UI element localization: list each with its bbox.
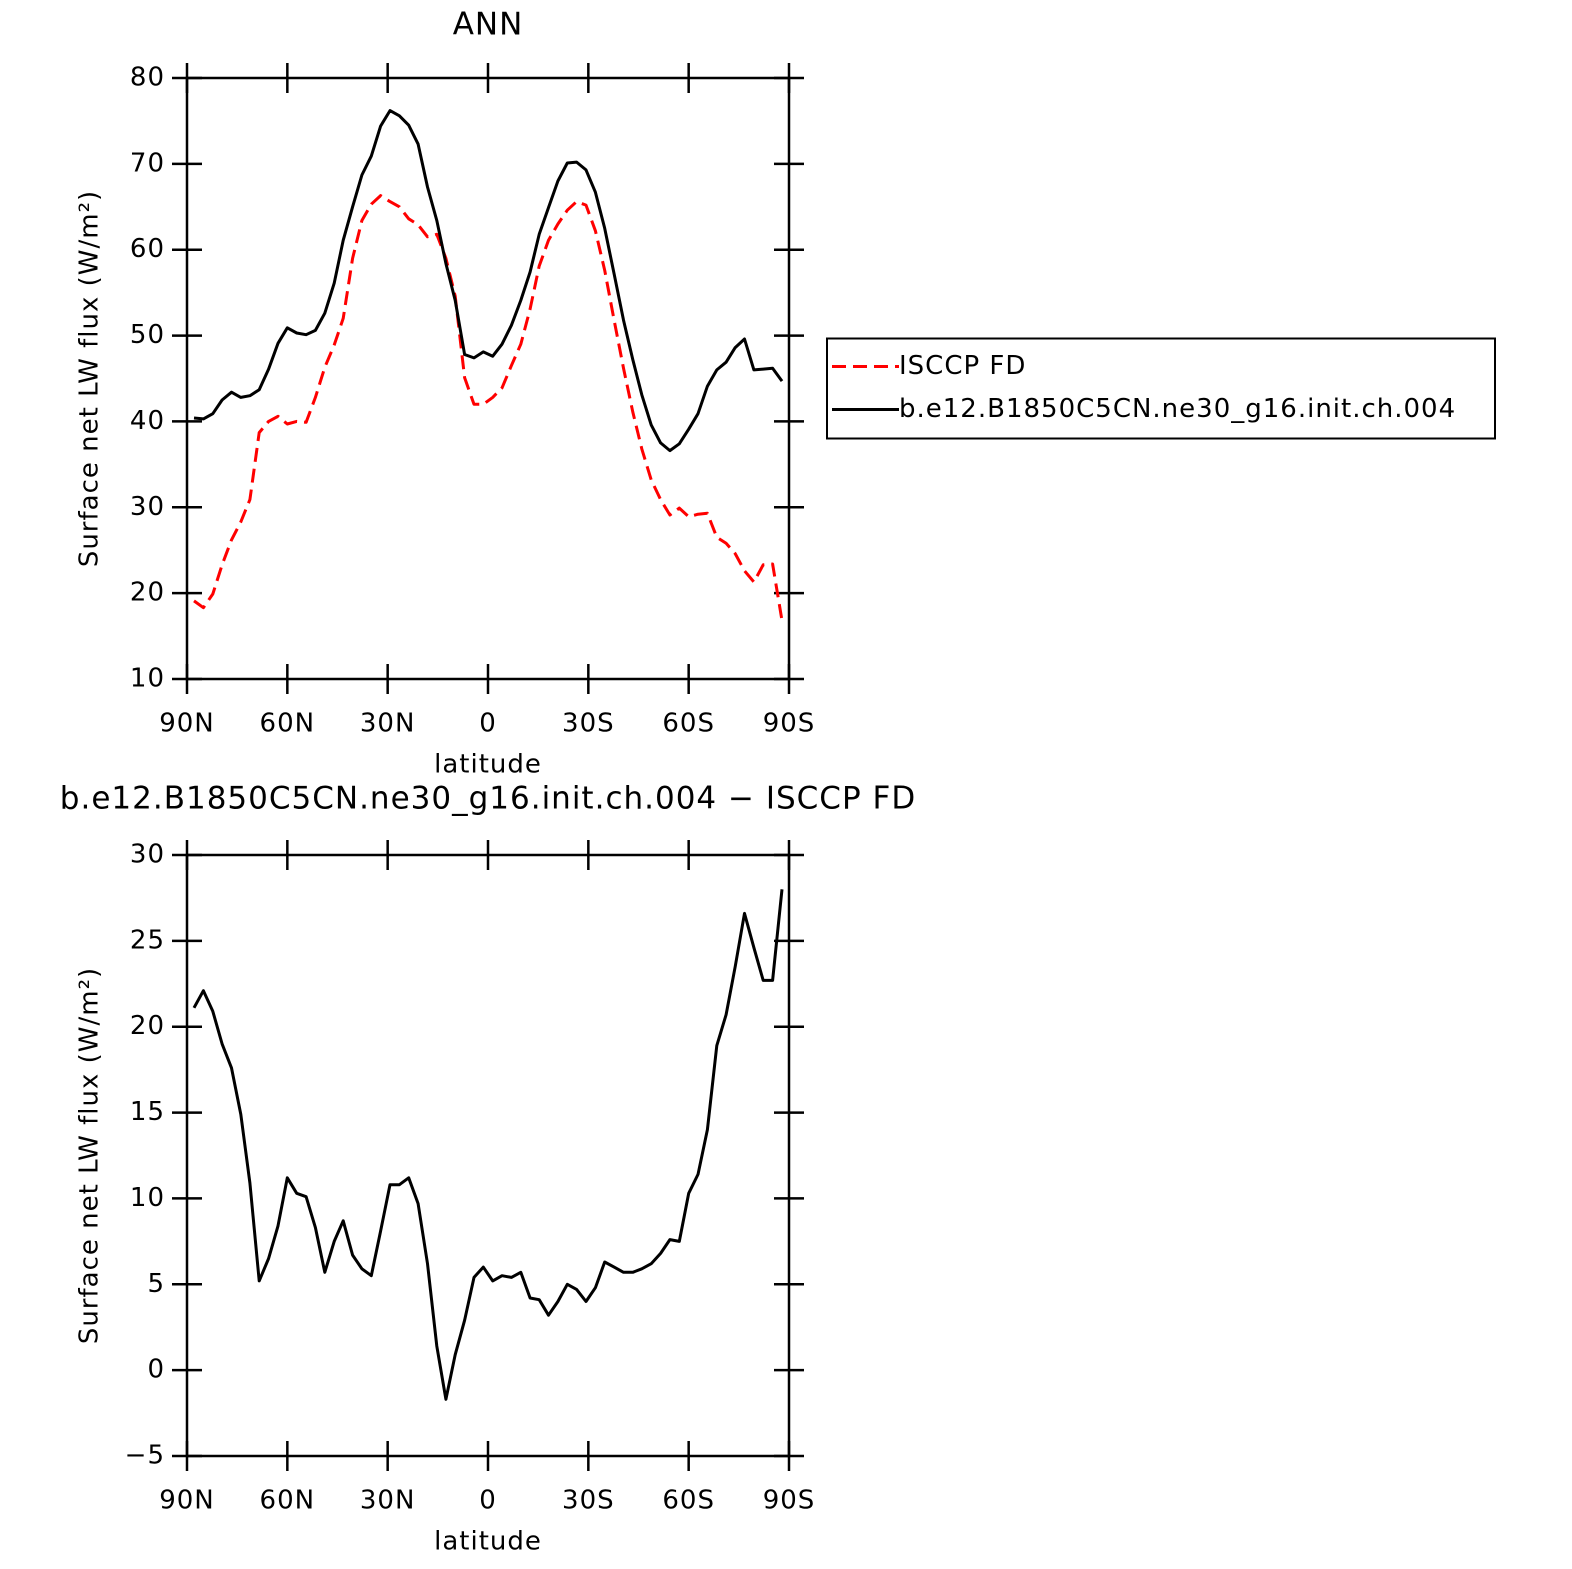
x-tick-label: 30S — [562, 709, 615, 739]
y-tick-label: 0 — [147, 1355, 165, 1385]
x-tick-label: 60N — [260, 709, 316, 739]
x-tick-label: 60S — [662, 1486, 715, 1516]
x-tick-label: 90S — [763, 709, 816, 739]
chart-title: b.e12.B1850C5CN.ne30_g16.init.ch.004 − I… — [60, 781, 916, 817]
data-line — [192, 889, 784, 1401]
y-tick-label: 20 — [130, 1011, 165, 1041]
y-tick-label: 70 — [130, 148, 165, 178]
x-tick-label: 0 — [479, 709, 497, 739]
y-tick-label: 60 — [130, 234, 165, 264]
plot-frame — [185, 853, 791, 1458]
y-tick-label: 25 — [130, 925, 165, 955]
data-line — [193, 194, 784, 621]
x-tick-label: 60N — [260, 1486, 316, 1516]
y-tick-label: 10 — [130, 664, 165, 694]
x-tick-label: 90S — [763, 1486, 816, 1516]
x-tick-label: 30N — [360, 1486, 416, 1516]
y-axis-label: Surface net LW flux (W/m²) — [75, 967, 105, 1344]
x-tick-label: 60S — [662, 709, 715, 739]
y-tick-label: 80 — [130, 63, 165, 93]
x-axis-label: latitude — [434, 1527, 542, 1557]
y-tick-label: 40 — [130, 406, 165, 436]
plot-frame — [185, 76, 791, 681]
x-axis-label: latitude — [434, 750, 542, 780]
x-tick-label: 30S — [562, 1486, 615, 1516]
y-tick-label: 30 — [130, 492, 165, 522]
legend-label: b.e12.B1850C5CN.ne30_g16.init.ch.004 — [899, 394, 1456, 424]
y-tick-label: 50 — [130, 320, 165, 350]
y-tick-label: −5 — [125, 1441, 165, 1471]
legend-box — [826, 337, 1496, 440]
x-tick-label: 90N — [159, 709, 215, 739]
y-tick-label: 15 — [130, 1097, 165, 1127]
x-tick-label: 30N — [360, 709, 416, 739]
chart-title: ANN — [453, 7, 524, 43]
data-line — [193, 109, 784, 453]
x-tick-label: 0 — [479, 1486, 497, 1516]
y-tick-label: 20 — [130, 578, 165, 608]
y-tick-label: 5 — [147, 1269, 165, 1299]
y-axis-label: Surface net LW flux (W/m²) — [75, 190, 105, 567]
y-tick-label: 10 — [130, 1183, 165, 1213]
legend-label: ISCCP FD — [899, 351, 1026, 381]
y-tick-label: 30 — [130, 840, 165, 870]
x-tick-label: 90N — [159, 1486, 215, 1516]
